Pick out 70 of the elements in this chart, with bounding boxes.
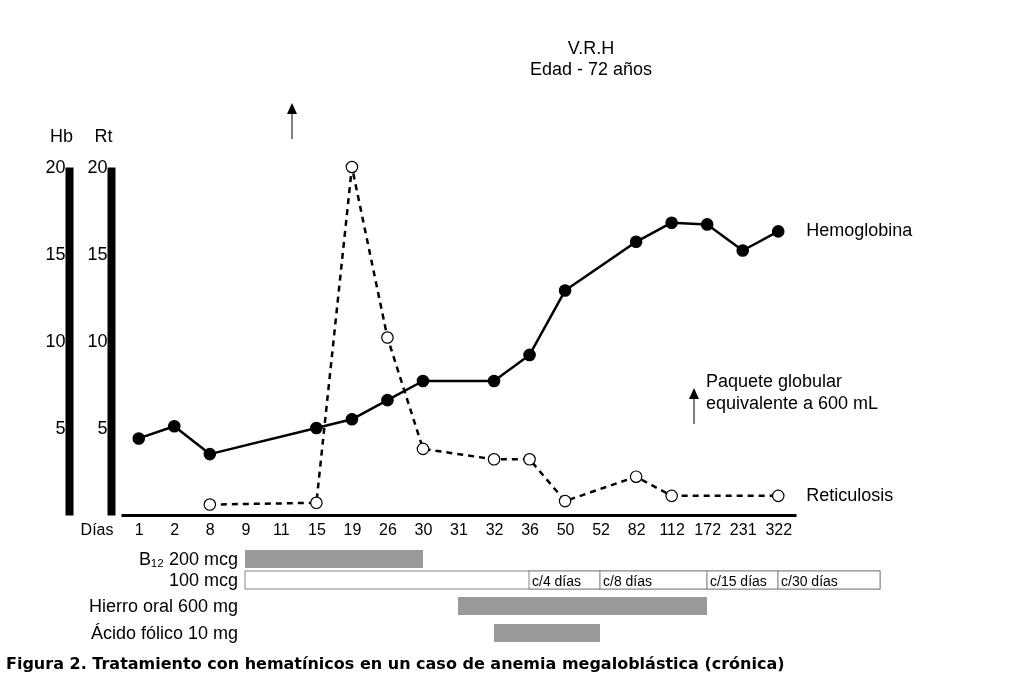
y2-tick-label: 20 — [87, 156, 108, 177]
point — [665, 216, 678, 229]
x-tick-label: 231 — [729, 520, 757, 538]
x-tick-label: 52 — [592, 520, 611, 538]
x-tick-label: 11 — [273, 520, 290, 538]
y-tick-label: 15 — [45, 243, 66, 264]
point — [167, 419, 181, 433]
x-tick-label: 322 — [765, 520, 793, 538]
point — [771, 225, 785, 238]
y-tick-label: 5 — [55, 417, 66, 438]
point — [736, 244, 750, 257]
x-tick-label: 36 — [521, 520, 540, 538]
x-tick-label: 30 — [414, 520, 433, 538]
point — [629, 235, 643, 249]
annotation: Paquete globular equivalente a 600 mL — [706, 371, 879, 413]
x-tick-label: 1 — [134, 520, 144, 538]
text: c/8 días — [603, 573, 653, 589]
point — [558, 494, 572, 508]
point — [629, 470, 643, 484]
point — [203, 447, 217, 461]
point — [487, 453, 501, 466]
point — [132, 432, 146, 445]
point — [381, 331, 394, 344]
text: c/30 días — [781, 573, 838, 589]
point — [345, 160, 359, 174]
point — [203, 498, 217, 511]
y-axis-title: Hb — [49, 125, 74, 146]
y2-tick-label: 5 — [97, 417, 108, 438]
text: c/15 días — [710, 573, 767, 589]
y2-tick-label: 10 — [87, 330, 108, 351]
chart-subtitle: Edad - 72 años — [529, 59, 653, 79]
x-tick-label: 9 — [241, 520, 251, 538]
point — [771, 489, 785, 503]
point — [416, 442, 430, 456]
point — [665, 489, 678, 503]
point — [487, 374, 501, 388]
text: c/4 días — [532, 573, 582, 589]
point — [700, 218, 714, 231]
point — [416, 374, 430, 388]
y2-tick-label: 15 — [87, 243, 108, 264]
x-tick-label: 32 — [485, 520, 504, 538]
y-tick-label: 10 — [45, 330, 66, 351]
x-tick-label: 8 — [205, 520, 215, 538]
x-tick-label: 15 — [308, 520, 326, 538]
x-tick-label: 50 — [556, 520, 575, 538]
x-tick-label: 19 — [343, 520, 362, 538]
text: 100 mcg — [168, 570, 238, 590]
x-tick-label: 26 — [379, 520, 397, 538]
point — [523, 453, 536, 466]
x-tick-label: 172 — [694, 520, 722, 538]
x-tick-label: 2 — [170, 520, 180, 538]
series-label: Reticulosis — [806, 484, 894, 505]
text: Ácido fólico 10 mg — [90, 623, 238, 643]
point — [523, 348, 536, 362]
x-tick-label: 31 — [450, 520, 468, 538]
series-label: Hemoglobina — [806, 220, 914, 241]
point — [310, 421, 323, 435]
point — [558, 284, 572, 297]
text: Hierro oral 600 mg — [88, 596, 238, 616]
point — [310, 496, 323, 510]
text: Figura 2. Tratamiento con hematínicos en un caso de anemia megaloblástica (crónica) — [6, 654, 785, 673]
y2-axis-title: Rt — [94, 125, 113, 146]
x-axis-title: Días — [80, 520, 114, 538]
text: B₁₂ 200 mcg — [138, 549, 238, 569]
chart-title: V.R.H — [567, 38, 615, 58]
point — [381, 393, 394, 407]
point — [345, 413, 359, 426]
x-tick-label: 82 — [627, 520, 646, 538]
y-tick-label: 20 — [45, 156, 66, 177]
x-tick-label: 112 — [659, 520, 686, 538]
